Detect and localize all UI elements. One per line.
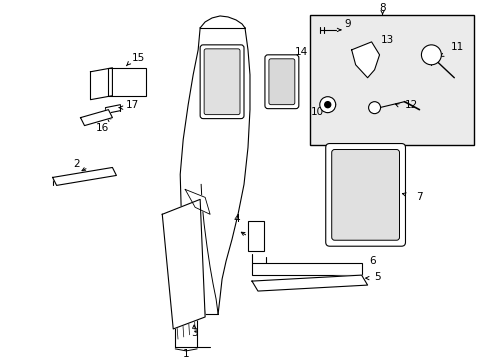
FancyBboxPatch shape (268, 59, 294, 105)
Text: 11: 11 (450, 42, 463, 52)
Text: 12: 12 (404, 100, 417, 110)
FancyBboxPatch shape (264, 55, 298, 109)
Text: 1: 1 (183, 349, 189, 359)
Polygon shape (185, 189, 210, 214)
Circle shape (421, 45, 441, 65)
Text: 2: 2 (73, 159, 80, 170)
Circle shape (368, 102, 380, 114)
Circle shape (319, 97, 335, 113)
Bar (309, 15, 473, 144)
Text: 8: 8 (379, 3, 385, 13)
Text: 14: 14 (295, 47, 308, 57)
Polygon shape (251, 275, 367, 291)
Bar (251, 263, 361, 275)
Text: 5: 5 (373, 272, 380, 282)
FancyBboxPatch shape (200, 45, 244, 118)
Bar (108, 68, 146, 96)
Text: 3: 3 (190, 328, 197, 338)
Polygon shape (180, 28, 249, 314)
Text: 10: 10 (310, 107, 324, 117)
Text: 16: 16 (96, 123, 109, 132)
Polygon shape (162, 199, 204, 329)
Text: 15: 15 (131, 53, 144, 63)
FancyBboxPatch shape (203, 49, 240, 114)
Text: 7: 7 (415, 192, 422, 202)
Polygon shape (53, 167, 116, 185)
Text: 4: 4 (233, 214, 240, 224)
Polygon shape (351, 42, 379, 78)
Polygon shape (81, 110, 112, 126)
Polygon shape (90, 68, 112, 100)
Bar (247, 221, 264, 251)
Text: 17: 17 (125, 100, 139, 110)
Text: 13: 13 (380, 35, 393, 45)
Circle shape (324, 102, 330, 108)
Text: 9: 9 (344, 19, 350, 29)
FancyBboxPatch shape (331, 149, 399, 240)
FancyBboxPatch shape (325, 144, 405, 246)
Text: 6: 6 (368, 256, 375, 266)
